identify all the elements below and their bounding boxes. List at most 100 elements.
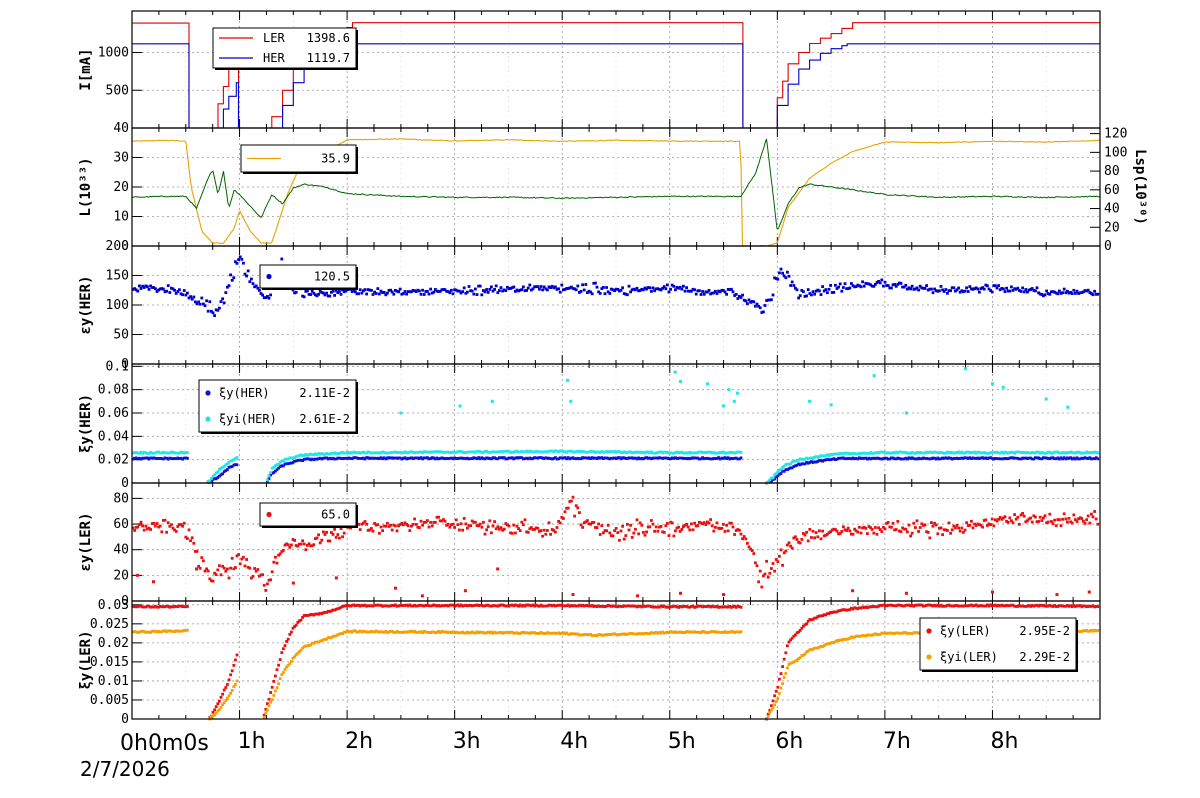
data-point	[131, 605, 135, 608]
data-point	[186, 628, 189, 632]
data-point	[925, 284, 928, 287]
data-point	[550, 631, 554, 635]
data-point	[517, 456, 520, 460]
data-point	[448, 603, 452, 607]
data-point	[395, 630, 399, 633]
data-point	[694, 292, 698, 296]
data-point	[726, 451, 730, 455]
data-point	[525, 289, 528, 292]
data-point	[542, 604, 546, 608]
data-point	[189, 539, 192, 543]
data-point	[550, 604, 554, 608]
data-point-outlier	[727, 388, 731, 392]
data-point	[693, 521, 696, 525]
data-point	[642, 632, 645, 636]
data-point	[486, 525, 490, 529]
data-point	[1006, 289, 1010, 293]
data-point	[670, 605, 674, 609]
data-point	[869, 283, 872, 287]
data-point	[450, 456, 453, 460]
data-point	[685, 451, 688, 455]
data-point	[989, 523, 992, 526]
data-point	[475, 630, 479, 634]
data-point	[453, 288, 456, 292]
data-point	[854, 452, 858, 456]
data-point	[709, 292, 712, 296]
data-point	[262, 716, 266, 719]
data-point	[992, 457, 996, 461]
data-point	[949, 289, 952, 293]
data-point	[222, 301, 226, 305]
data-point	[691, 451, 695, 455]
data-point	[1006, 451, 1010, 455]
data-point	[590, 521, 594, 524]
data-point	[830, 611, 834, 614]
legend-eps_ler: 65.0	[259, 502, 358, 528]
data-point	[142, 528, 146, 532]
y-tick-label: 60	[113, 517, 129, 532]
data-point	[821, 285, 824, 288]
data-point	[229, 673, 232, 677]
data-point	[1094, 451, 1098, 454]
data-point	[597, 456, 600, 459]
data-point	[1005, 457, 1008, 461]
data-point	[224, 469, 228, 472]
y-tick-label: 10	[113, 210, 129, 225]
data-point	[672, 604, 676, 608]
data-point	[832, 291, 836, 294]
data-point	[891, 451, 895, 454]
data-point	[442, 288, 445, 291]
data-point	[862, 451, 866, 455]
data-point	[822, 458, 826, 462]
data-point	[563, 450, 567, 454]
data-point	[850, 282, 853, 285]
data-point	[875, 605, 879, 609]
data-point	[451, 292, 455, 296]
data-point	[606, 604, 610, 607]
data-point	[176, 629, 180, 633]
data-point	[640, 605, 644, 609]
data-point	[805, 294, 808, 298]
data-point	[554, 530, 557, 534]
data-point	[387, 456, 391, 459]
data-point	[477, 284, 480, 288]
data-point	[701, 451, 704, 454]
data-point	[544, 450, 548, 454]
data-point	[971, 456, 975, 460]
data-point	[422, 293, 426, 296]
data-point	[830, 457, 834, 461]
data-point	[1022, 290, 1026, 294]
data-point	[896, 603, 900, 607]
data-point	[893, 528, 896, 532]
data-point	[669, 630, 672, 633]
data-point	[994, 457, 997, 460]
data-point	[850, 457, 853, 461]
data-point	[592, 456, 596, 460]
data-point	[382, 524, 386, 528]
data-point	[1022, 456, 1026, 460]
data-point	[394, 603, 397, 607]
data-point	[789, 462, 792, 466]
data-point	[365, 456, 368, 459]
data-point	[643, 286, 647, 290]
data-point	[514, 450, 517, 453]
data-point	[475, 449, 479, 453]
data-point	[342, 531, 346, 535]
data-point	[432, 520, 436, 524]
legend-marker	[266, 511, 272, 518]
data-point	[971, 604, 975, 608]
data-point	[646, 286, 650, 289]
data-point	[952, 604, 956, 608]
data-point-outlier	[569, 399, 573, 403]
data-point	[859, 452, 863, 456]
data-point	[133, 451, 136, 455]
y-right-tick-label: 20	[1104, 220, 1120, 235]
data-point	[1094, 517, 1098, 521]
data-point	[978, 523, 981, 526]
data-point	[1051, 290, 1055, 293]
data-point	[731, 451, 735, 454]
data-point	[918, 457, 922, 461]
data-point	[915, 519, 919, 523]
data-point	[707, 631, 711, 635]
data-point	[1085, 605, 1088, 608]
